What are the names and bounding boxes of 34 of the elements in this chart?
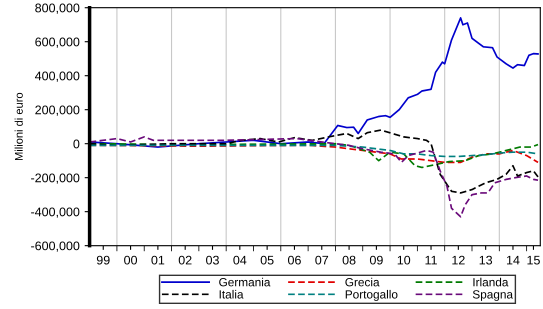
y-tick-label: 600,000 — [35, 38, 80, 48]
y-tick-label: -600,000 — [31, 241, 80, 252]
x-tick-label: 15 — [527, 256, 540, 265]
x-tick-label: 05 — [260, 256, 274, 265]
x-tick-label: 99 — [96, 256, 110, 265]
x-tick-label: 10 — [398, 256, 410, 265]
x-tick-label: 03 — [206, 256, 219, 265]
x-tick-label: 06 — [288, 256, 301, 265]
legend-label: Italia — [220, 290, 244, 299]
x-tick-label: 08 — [342, 256, 356, 265]
y-tick-label: -400,000 — [31, 207, 80, 218]
y-tick-label: 800,000 — [35, 4, 80, 14]
line-series — [90, 17, 539, 148]
x-tick-label: 01 — [151, 256, 164, 265]
x-tick-label: 14 — [506, 256, 520, 264]
y-tick-label: 0 — [73, 139, 80, 148]
x-tick-label: 00 — [124, 256, 138, 265]
y-tick-label: -200,000 — [31, 173, 80, 184]
legend-label: Portogallo — [346, 290, 398, 301]
line-series — [90, 136, 539, 218]
y-tick-label: 200,000 — [35, 105, 80, 116]
legend-label: Germania — [219, 278, 270, 286]
x-tick-label: 09 — [370, 256, 383, 265]
x-tick-label: 02 — [178, 256, 192, 265]
x-tick-label: 13 — [480, 256, 492, 265]
legend-label: Irlanda — [473, 278, 508, 286]
x-tick-label: 12 — [452, 256, 465, 264]
x-tick-label: 11 — [425, 256, 437, 264]
x-tick-label: 04 — [233, 256, 246, 265]
y-tick-label: 400,000 — [34, 72, 80, 82]
legend-label: Spagna — [472, 290, 514, 301]
x-tick-label: 07 — [315, 256, 328, 265]
legend-label: Grecia — [345, 278, 380, 286]
y-axis-title: Milioni di euro — [14, 92, 23, 160]
